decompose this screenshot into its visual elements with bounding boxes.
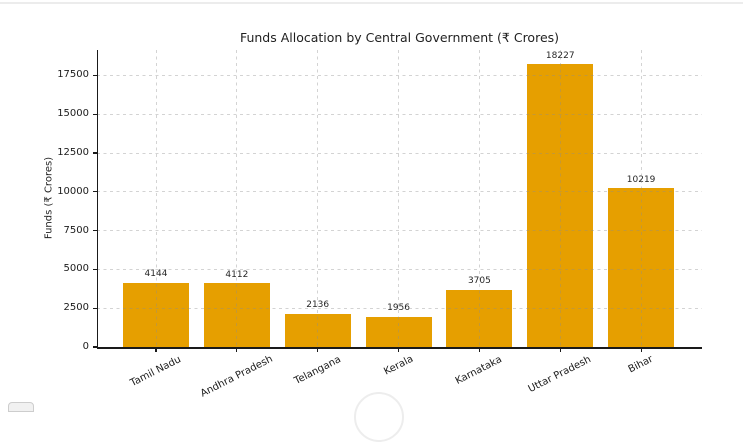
y-tick-mark: [93, 191, 97, 193]
bar-tamil-nadu: [123, 282, 189, 347]
bar-value-label-telangana: 2136: [278, 300, 358, 311]
x-tick-label-uttar-pradesh: Uttar Pradesh: [526, 354, 594, 396]
x-tick-label-andhra-pradesh: Andhra Pradesh: [198, 353, 275, 400]
h-gridline: [97, 230, 702, 232]
y-axis-spine: [97, 50, 99, 348]
h-gridline: [97, 268, 702, 270]
bar-bihar: [608, 188, 675, 347]
x-tick-mark: [559, 348, 561, 352]
y-tick-label: 10000: [57, 185, 89, 197]
x-axis-spine: [96, 347, 702, 349]
x-tick-mark: [478, 348, 480, 352]
x-tick-mark: [236, 348, 238, 352]
h-gridline: [97, 152, 702, 154]
x-tick-mark: [640, 348, 642, 352]
v-gridline: [236, 50, 238, 347]
h-gridline: [97, 113, 702, 115]
y-tick-label: 7500: [63, 224, 89, 236]
x-tick-label-karnataka: Karnataka: [454, 354, 505, 387]
x-tick-label-bihar: Bihar: [626, 353, 656, 376]
y-tick-mark: [93, 307, 97, 309]
y-tick-mark: [93, 346, 97, 348]
faint-circle-decoration: [354, 392, 404, 442]
y-tick-label: 0: [82, 341, 89, 352]
y-tick-label: 5000: [63, 263, 89, 275]
y-tick-mark: [93, 74, 97, 76]
x-tick-mark: [155, 348, 157, 352]
v-gridline: [398, 50, 400, 347]
h-gridline: [97, 307, 702, 309]
bar-value-label-bihar: 10219: [601, 175, 681, 186]
v-gridline: [317, 50, 319, 347]
bar-value-label-andhra-pradesh: 4112: [197, 270, 277, 281]
y-tick-mark: [93, 230, 97, 232]
y-tick-mark: [93, 113, 97, 115]
bar-andhra-pradesh: [203, 283, 270, 347]
x-tick-mark: [397, 348, 400, 352]
y-tick-label: 12500: [57, 147, 89, 158]
x-tick-label-kerala: Kerala: [381, 353, 415, 378]
y-tick-label: 17500: [57, 69, 89, 81]
v-gridline: [559, 50, 561, 347]
y-tick-label: 2500: [63, 302, 89, 314]
bar-karnataka: [446, 289, 513, 347]
x-tick-label-tamil-nadu: Tamil Nadu: [128, 353, 183, 389]
y-tick-mark: [93, 268, 97, 270]
bar-value-label-kerala: 1956: [359, 303, 439, 314]
v-gridline: [478, 50, 480, 347]
x-tick-label-telangana: Telangana: [292, 354, 343, 387]
status-bubble-fragment: [8, 402, 34, 412]
h-gridline: [97, 191, 702, 193]
y-tick-mark: [93, 152, 97, 154]
window-top-border: [0, 2, 743, 4]
v-gridline: [155, 50, 157, 347]
bar-uttar-pradesh: [527, 64, 594, 347]
h-gridline: [97, 74, 702, 76]
bar-telangana: [284, 313, 351, 347]
y-tick-label: 15000: [57, 108, 89, 120]
bar-value-label-tamil-nadu: 4144: [116, 269, 196, 280]
v-gridline: [640, 50, 642, 347]
bar-value-label-karnataka: 3705: [439, 276, 519, 287]
bar-kerala: [365, 316, 432, 347]
chart-title: Funds Allocation by Central Government (…: [239, 30, 560, 45]
x-tick-mark: [317, 348, 319, 352]
bar-value-label-uttar-pradesh: 18227: [520, 51, 600, 62]
